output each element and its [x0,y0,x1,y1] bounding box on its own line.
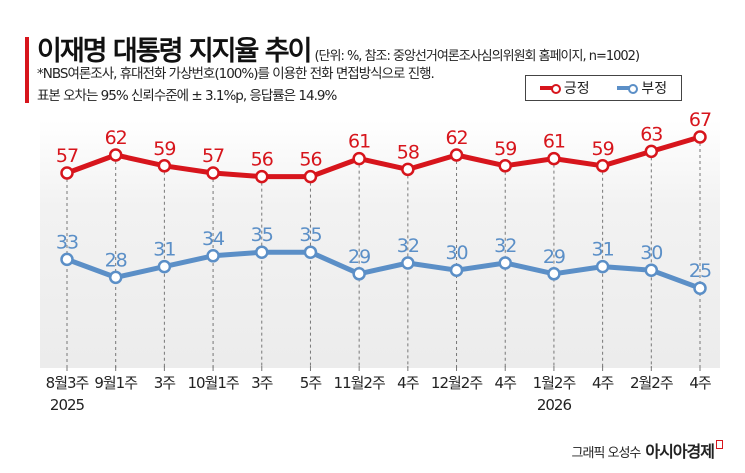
data-label: 62 [105,127,127,149]
x-tick-label: 2026 [537,396,572,414]
data-point [108,148,123,162]
data-point [303,169,318,184]
data-point [352,267,366,281]
data-point [644,144,659,159]
title-accent-bar [25,37,29,103]
chart-title: 이재명 대통령 지지율 추이 (단위: %, 참조: 중앙선거여론조사심의위원회 … [37,29,640,68]
x-tick-label: 5주 [300,374,322,392]
data-label: 56 [251,149,273,171]
legend-positive: 긍정 [539,78,590,98]
red-line-marker-icon [539,83,561,94]
data-label: 35 [251,224,273,246]
data-point [498,256,512,270]
data-point [693,130,707,144]
data-label: 29 [348,246,370,268]
data-label: 25 [689,260,711,282]
blue-line-marker-icon [617,83,639,94]
data-point [449,148,464,162]
x-tick-label: 10월1주 [187,374,238,392]
subtitle: (단위: %, 참조: 중앙선거여론조사심의위원회 홈페이지, n=1002) [314,49,640,64]
legend-negative: 부정 [617,78,667,98]
x-tick-label: 2025 [50,396,85,414]
x-tick-label: 2월2주 [630,374,673,392]
x-tick-label: 4주 [592,374,614,392]
data-point [693,281,707,295]
note-line-1: *NBS여론조사, 휴대전화 가상번호(100%)를 이용한 전화 면접방식으로… [37,66,435,82]
data-label: 32 [397,235,419,257]
data-label: 63 [640,123,662,145]
data-label: 28 [105,249,127,271]
plot-background [40,120,720,368]
data-label: 57 [56,145,78,167]
x-tick-label: 3주 [154,374,176,392]
data-point [157,259,172,274]
x-tick-label: 4주 [397,374,419,392]
data-point [157,159,172,173]
x-tick-label: 1월2주 [533,374,576,392]
data-label: 33 [56,231,78,253]
data-point [644,263,659,277]
data-point [206,166,220,180]
data-label: 57 [202,145,224,167]
data-point [401,256,415,270]
data-label: 31 [153,239,175,261]
data-label: 35 [299,224,321,246]
data-label: 32 [494,235,516,257]
brand-logo: 아시아경제 [645,442,715,461]
data-label: 62 [445,127,467,149]
data-point [547,151,561,166]
data-point [352,151,366,166]
data-point [595,259,610,274]
data-point [401,162,415,177]
data-label: 56 [299,149,321,171]
credit-text: 그래픽 오성수 [571,446,641,461]
data-label: 59 [153,138,175,160]
x-tick-label: 3주 [251,374,273,392]
data-point [498,159,512,173]
data-label: 30 [445,242,467,264]
legend: 긍정 부정 [525,75,682,101]
data-point [255,245,269,259]
data-label: 30 [640,242,662,264]
brand-mark-icon [716,440,723,449]
data-point [108,270,123,285]
data-label: 61 [543,131,565,153]
data-label: 58 [397,141,419,163]
x-tick-label: 12월2주 [431,374,482,392]
legend-negative-label: 부정 [641,81,668,97]
series-line-negative [66,249,701,291]
data-point [547,267,561,281]
data-label: 67 [689,109,711,131]
data-point [255,169,269,184]
data-point [449,263,464,277]
data-label: 59 [494,138,516,160]
legend-positive-label: 긍정 [563,81,590,97]
x-tick-label: 11월2주 [334,374,385,392]
data-point [60,166,74,180]
data-label: 29 [543,246,565,268]
note-line-2: 표본 오차는 95% 신뢰수준에 ± 3.1%p, 응답률은 14.9% [37,88,337,104]
data-label: 59 [592,138,614,160]
data-point [60,252,74,267]
data-point [595,159,610,173]
data-label: 61 [348,131,370,153]
title-text: 이재명 대통령 지지율 추이 [37,36,312,67]
data-point [206,249,220,263]
credit: 그래픽 오성수 아시아경제 [571,438,723,462]
data-label: 31 [592,239,614,261]
x-tick-label: 4주 [689,374,711,392]
data-point [303,245,318,259]
x-tick-label: 8월3주 [46,374,89,392]
series-line-positive [66,134,701,180]
data-label: 34 [202,228,225,250]
x-tick-label: 4주 [495,374,517,392]
x-tick-label: 9월1주 [94,374,137,392]
